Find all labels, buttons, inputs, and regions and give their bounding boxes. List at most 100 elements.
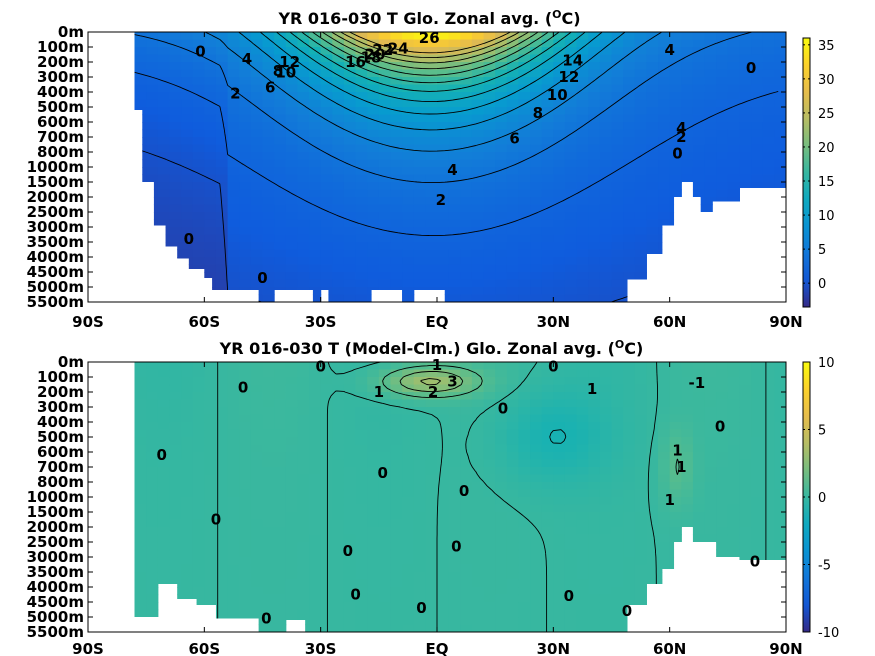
y-tick-label: 0m xyxy=(58,23,84,41)
y-tick-label: 1000m xyxy=(27,158,84,176)
contour-label: 0 xyxy=(257,269,267,287)
heatmap-field xyxy=(134,32,787,302)
contour-line xyxy=(420,378,441,386)
contour-label: 0 xyxy=(564,587,574,605)
contour-label: 12 xyxy=(558,68,579,86)
x-tick-label: 90S xyxy=(72,640,104,656)
contour-label: 1 xyxy=(676,458,686,476)
y-tick-label: 2000m xyxy=(27,518,84,536)
x-tick-label: 60S xyxy=(188,313,220,331)
y-tick-label: 1500m xyxy=(27,173,84,191)
contour-label: 0 xyxy=(156,446,166,464)
colorbar-tick-label: 25 xyxy=(818,107,835,122)
colorbar-tick-label: 20 xyxy=(818,141,835,156)
contour-label: 4 xyxy=(447,161,457,179)
x-tick-label: 30N xyxy=(537,640,570,656)
contour-line xyxy=(349,32,511,54)
y-tick-label: 2500m xyxy=(27,533,84,551)
contour-line xyxy=(134,32,753,184)
colorbar-tick-label: 30 xyxy=(818,73,835,88)
contour-label: 26 xyxy=(419,29,440,47)
colorbar-tick-label: 10 xyxy=(818,209,835,224)
contour-label: 2 xyxy=(230,85,240,103)
colorbar xyxy=(803,38,810,307)
contour-label: 18 xyxy=(361,49,382,67)
x-tick-label: 30S xyxy=(305,640,337,656)
contour-line xyxy=(340,32,520,59)
y-tick-label: 300m xyxy=(37,68,84,86)
x-tick-label: 30S xyxy=(305,313,337,331)
y-tick-label: 400m xyxy=(37,413,84,431)
x-tick-label: 60S xyxy=(188,640,220,656)
colorbar-tick-label: -10 xyxy=(818,626,839,641)
contour-label: 1 xyxy=(374,383,384,401)
contour-label: 0 xyxy=(261,610,271,628)
contour-label: 1 xyxy=(672,442,682,460)
y-tick-label: 5000m xyxy=(27,608,84,626)
contour-label: 8 xyxy=(273,62,283,80)
y-tick-label: 200m xyxy=(37,383,84,401)
contour-label: 1 xyxy=(587,380,597,398)
contour-label: 0 xyxy=(451,538,461,556)
contour-label: 0 xyxy=(416,599,426,617)
y-tick-label: 500m xyxy=(37,98,84,116)
contour-label: 8 xyxy=(533,104,543,122)
y-tick-label: 3500m xyxy=(27,233,84,251)
y-tick-label: 700m xyxy=(37,458,84,476)
contour-line xyxy=(399,371,464,393)
colorbar-tick-label: 10 xyxy=(818,356,835,371)
contour-label: 4 xyxy=(242,50,252,68)
contour-label: 24 xyxy=(388,40,409,58)
contour-line xyxy=(331,32,530,64)
colorbar-tick-label: -5 xyxy=(818,559,831,574)
y-tick-label: 4000m xyxy=(27,578,84,596)
y-tick-label: 2500m xyxy=(27,203,84,221)
colorbar xyxy=(803,362,810,632)
y-tick-label: 3000m xyxy=(27,218,84,236)
contour-label: 10 xyxy=(547,86,568,104)
contour-label: 0 xyxy=(746,59,756,77)
contour-label: 0 xyxy=(377,464,387,482)
contour-label: 3 xyxy=(447,373,457,391)
y-tick-label: 4500m xyxy=(27,593,84,611)
contour-label: 6 xyxy=(265,79,275,97)
contour-label: 2 xyxy=(436,191,446,209)
x-tick-label: 60N xyxy=(653,640,686,656)
x-tick-label: 90N xyxy=(769,640,802,656)
y-tick-label: 600m xyxy=(37,443,84,461)
contour-line xyxy=(289,32,572,92)
y-tick-label: 700m xyxy=(37,128,84,146)
colorbar-tick-label: 15 xyxy=(818,175,835,190)
chart-title: YR 016-030 T Glo. Zonal avg. (OC) xyxy=(277,8,580,28)
contour-line xyxy=(549,429,567,444)
contour-label: 0 xyxy=(622,602,632,620)
contour-label: 20 xyxy=(365,46,386,64)
contour-label: 0 xyxy=(459,482,469,500)
x-tick-label: 60N xyxy=(653,313,686,331)
contour-label: 0 xyxy=(238,379,248,397)
y-tick-label: 3500m xyxy=(27,563,84,581)
contour-label: 0 xyxy=(195,43,205,61)
y-tick-label: 300m xyxy=(37,398,84,416)
contour-line xyxy=(134,64,779,237)
y-tick-label: 100m xyxy=(37,368,84,386)
x-tick-label: 30N xyxy=(537,313,570,331)
contour-label: 10 xyxy=(275,64,296,82)
y-tick-label: 5000m xyxy=(27,278,84,296)
y-tick-label: 4500m xyxy=(27,263,84,281)
y-tick-label: 5500m xyxy=(27,623,84,641)
colorbar-tick-label: 5 xyxy=(818,424,826,439)
contour-label: 16 xyxy=(345,53,366,71)
colorbar-tick-label: 0 xyxy=(818,277,826,292)
x-tick-label: EQ xyxy=(426,313,449,331)
contour-label: 0 xyxy=(672,145,682,163)
y-tick-label: 5500m xyxy=(27,293,84,311)
contour-label: 0 xyxy=(184,230,194,248)
contour-label: 6 xyxy=(509,130,519,148)
contour-line xyxy=(276,32,586,103)
chart-title: YR 016-030 T (Model-Clm.) Glo. Zonal avg… xyxy=(219,338,644,358)
contour-label: 1 xyxy=(664,491,674,509)
y-tick-label: 100m xyxy=(37,38,84,56)
y-tick-label: 400m xyxy=(37,83,84,101)
colorbar-tick-label: 0 xyxy=(818,491,826,506)
